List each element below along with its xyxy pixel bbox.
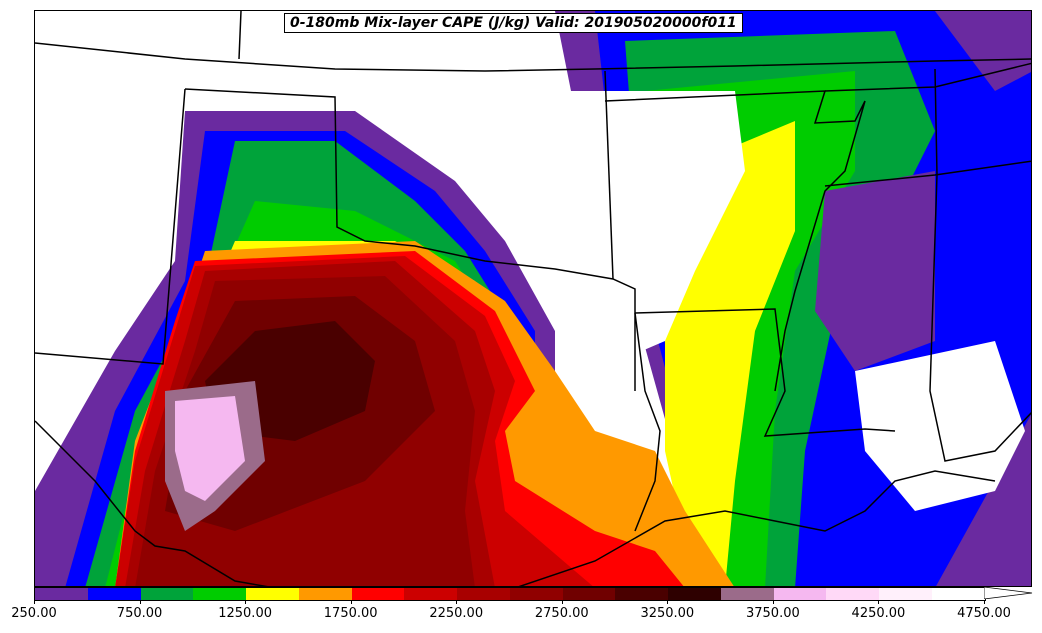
colorbar-segment [615, 588, 669, 600]
colorbar-segment [404, 588, 458, 600]
colorbar-segment [562, 588, 616, 600]
colorbar-tick-label: 3250.00 [640, 606, 695, 621]
boundary-line [604, 90, 866, 392]
colorbar [34, 587, 986, 601]
colorbar-segment [87, 588, 141, 600]
cape-band-pink [175, 396, 245, 501]
colorbar-segment [140, 588, 194, 600]
cape-contour-map [35, 11, 1031, 586]
colorbar-tick-label: 4250.00 [851, 606, 906, 621]
colorbar-tick-label: 4750.00 [957, 606, 1011, 621]
colorbar-segment [193, 588, 247, 600]
colorbar-tick [984, 600, 985, 604]
map-panel [34, 10, 1032, 587]
cape-low-oklahoma [455, 91, 745, 371]
boundary-line [824, 160, 1031, 187]
colorbar-ticks: 250.00 750.00 1250.00 1750.00 2250.00 2750.00… [0, 600, 1042, 630]
colorbar-segment [246, 588, 299, 600]
colorbar-tick-label: 250.00 [11, 606, 57, 621]
colorbar-tick-label: 1250.00 [218, 606, 272, 621]
boundary-line [604, 70, 614, 280]
colorbar-segment [720, 588, 774, 600]
colorbar-segment [457, 588, 510, 600]
colorbar-tick [878, 600, 880, 604]
colorbar-tick [561, 600, 563, 604]
colorbar-tick-label: 2750.00 [534, 606, 589, 621]
colorbar-segment [351, 588, 405, 600]
boundary-line [634, 312, 661, 532]
boundary-line [184, 88, 636, 391]
state-boundaries [35, 11, 1031, 586]
colorbar-segment [879, 588, 933, 600]
boundary-line [518, 470, 996, 586]
colorbar-segment [298, 588, 352, 600]
colorbar-tick-label: 1750.00 [323, 606, 378, 621]
cape-low-southeast [855, 341, 1025, 511]
boundary-line [929, 68, 1031, 462]
colorbar-segment [826, 588, 880, 600]
colorbar-tick [456, 600, 458, 604]
colorbar-tick-label: 3750.00 [745, 606, 800, 621]
boundary-line [35, 88, 186, 365]
colorbar-tick [139, 600, 141, 604]
colorbar-tick [350, 600, 352, 604]
colorbar-tick-label: 2250.00 [429, 606, 484, 621]
colorbar-tick [772, 600, 774, 604]
colorbar-segment [773, 588, 827, 600]
boundary-line [238, 11, 242, 60]
colorbar-segment [932, 588, 985, 600]
colorbar-extend-tip [984, 587, 1033, 599]
colorbar-segment [35, 588, 88, 600]
colorbar-tick [245, 600, 247, 604]
boundary-line [634, 308, 896, 437]
cape-band-se-purple [815, 171, 935, 371]
colorbar-tick [667, 600, 669, 604]
map-title: 0-180mb Mix-layer CAPE (J/kg) Valid: 201… [284, 13, 743, 33]
boundary-line [35, 42, 1031, 72]
colorbar-segment [668, 588, 721, 600]
colorbar-tick [34, 600, 35, 604]
colorbar-segment [509, 588, 563, 600]
colorbar-tick-label: 750.00 [116, 606, 163, 621]
boundary-line [35, 420, 268, 586]
